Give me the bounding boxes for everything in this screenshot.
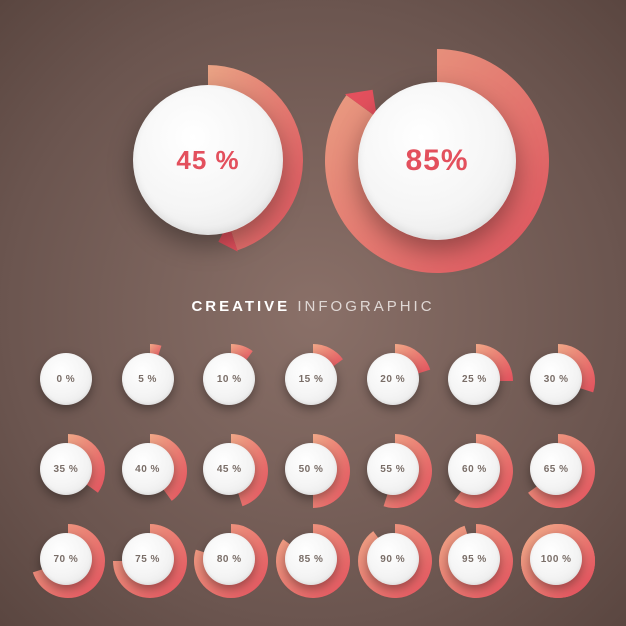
gauge-80: 80 %	[192, 522, 270, 600]
gauge-75: 75 %	[111, 522, 189, 600]
gauge-disc: 50 %	[285, 443, 337, 495]
gauge-label: 85 %	[299, 554, 324, 565]
gauge-15: 15 %	[274, 342, 352, 420]
gauge-85: 85 %	[274, 522, 352, 600]
gauge-50: 50 %	[274, 432, 352, 510]
hero-gauge-45: 45 %	[108, 60, 308, 260]
gauge-label: 65 %	[544, 464, 569, 475]
gauge-label: 95 %	[462, 554, 487, 565]
gauge-disc: 5 %	[122, 353, 174, 405]
gauge-40: 40 %	[111, 432, 189, 510]
gauge-label: 45 %	[176, 145, 239, 176]
gauge-label: 85%	[405, 144, 468, 178]
gauge-60: 60 %	[437, 432, 515, 510]
gauge-disc: 15 %	[285, 353, 337, 405]
gauge-95: 95 %	[437, 522, 515, 600]
title-bold: CREATIVE	[191, 298, 290, 315]
gauge-5: 5 %	[111, 342, 189, 420]
gauge-label: 100 %	[541, 554, 572, 565]
gauge-label: 5 %	[138, 374, 157, 385]
gauge-disc: 30 %	[530, 353, 582, 405]
gauge-70: 70 %	[29, 522, 107, 600]
page-title: CREATIVE INFOGRAPHIC	[0, 298, 626, 315]
gauge-label: 45 %	[217, 464, 242, 475]
gauge-35: 35 %	[29, 432, 107, 510]
gauge-disc: 20 %	[367, 353, 419, 405]
gauge-label: 50 %	[299, 464, 324, 475]
gauge-label: 60 %	[462, 464, 487, 475]
gauge-90: 90 %	[356, 522, 434, 600]
gauge-label: 15 %	[299, 374, 324, 385]
gauge-label: 80 %	[217, 554, 242, 565]
gauge-disc: 85%	[358, 82, 516, 240]
gauge-label: 30 %	[544, 374, 569, 385]
gauge-disc: 90 %	[367, 533, 419, 585]
gauge-label: 10 %	[217, 374, 242, 385]
gauge-disc: 40 %	[122, 443, 174, 495]
gauge-label: 35 %	[53, 464, 78, 475]
gauge-label: 75 %	[135, 554, 160, 565]
gauge-disc: 45 %	[133, 85, 283, 235]
gauge-label: 55 %	[380, 464, 405, 475]
gauge-label: 90 %	[380, 554, 405, 565]
gauge-100: 100 %	[519, 522, 597, 600]
gauge-label: 40 %	[135, 464, 160, 475]
gauge-disc: 65 %	[530, 443, 582, 495]
gauge-0: 0 %	[29, 342, 107, 420]
gauge-disc: 70 %	[40, 533, 92, 585]
gauge-20: 20 %	[356, 342, 434, 420]
gauge-label: 0 %	[56, 374, 75, 385]
gauge-label: 25 %	[462, 374, 487, 385]
gauge-disc: 85 %	[285, 533, 337, 585]
gauge-disc: 45 %	[203, 443, 255, 495]
gauge-disc: 75 %	[122, 533, 174, 585]
gauge-disc: 35 %	[40, 443, 92, 495]
gauge-disc: 10 %	[203, 353, 255, 405]
gauge-disc: 100 %	[530, 533, 582, 585]
hero-gauge-85: 85%	[320, 44, 554, 278]
gauge-label: 20 %	[380, 374, 405, 385]
gauge-disc: 0 %	[40, 353, 92, 405]
gauge-45: 45 %	[192, 432, 270, 510]
title-light: INFOGRAPHIC	[297, 298, 434, 315]
gauge-grid: 0 % 5 % 10 % 15 %	[0, 338, 626, 604]
gauge-disc: 55 %	[367, 443, 419, 495]
gauge-55: 55 %	[356, 432, 434, 510]
gauge-disc: 80 %	[203, 533, 255, 585]
gauge-25: 25 %	[437, 342, 515, 420]
gauge-10: 10 %	[192, 342, 270, 420]
gauge-30: 30 %	[519, 342, 597, 420]
gauge-65: 65 %	[519, 432, 597, 510]
gauge-label: 70 %	[53, 554, 78, 565]
